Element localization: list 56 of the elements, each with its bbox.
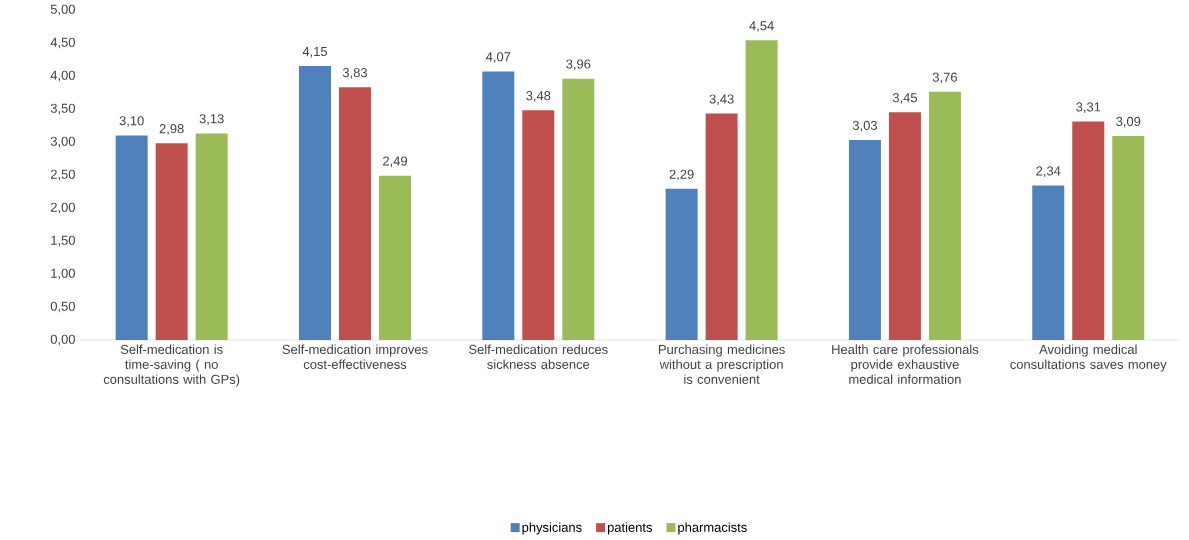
bar <box>298 66 331 340</box>
data-label: 3,76 <box>932 72 957 84</box>
y-tick-label: 1,00 <box>51 268 75 280</box>
data-label: 4,54 <box>749 21 774 32</box>
data-label: 3,83 <box>342 68 368 79</box>
data-label: 3,13 <box>199 114 224 125</box>
bar <box>1112 136 1145 340</box>
bar <box>888 112 921 340</box>
y-tick-label: 2,50 <box>50 169 75 181</box>
data-label: 3,10 <box>119 116 144 127</box>
data-label: 2,98 <box>159 124 184 135</box>
bar <box>482 71 515 340</box>
bar <box>155 143 188 340</box>
x-tick-label: Self-medication is time-saving ( no consultations with GPs) <box>103 344 240 387</box>
y-tick-label: 5,00 <box>50 4 75 16</box>
y-tick-label: 4,50 <box>50 37 75 49</box>
bar <box>848 140 881 340</box>
data-label: 2,49 <box>383 156 407 168</box>
bar <box>705 113 738 340</box>
x-tick-label: Purchasing medicines without a prescription is convenient <box>658 344 785 384</box>
y-tick-label: 1,50 <box>51 235 75 247</box>
data-label: 3,43 <box>709 94 734 106</box>
data-label: 3,48 <box>526 91 551 102</box>
y-tick-label: 3,50 <box>50 103 75 115</box>
bar <box>115 135 148 340</box>
legend-label: pharmacists <box>678 522 747 535</box>
data-label: 3,31 <box>1076 102 1101 114</box>
bar <box>928 91 961 340</box>
bar <box>195 133 228 340</box>
legend-label: patients <box>607 522 652 535</box>
x-tick-label: Self-medication improves cost-effectiveness <box>282 344 428 369</box>
bar <box>745 40 778 340</box>
y-tick-label: 3,00 <box>50 136 75 148</box>
x-tick-label: Health care professionals provide exhaustive medical information <box>832 344 979 384</box>
data-label: 3,45 <box>892 93 917 104</box>
data-label: 3,09 <box>1116 116 1141 128</box>
y-tick-label: 4,00 <box>50 70 75 82</box>
data-label: 3,03 <box>852 120 877 132</box>
bar <box>338 87 371 340</box>
bar <box>1072 121 1105 340</box>
bar <box>562 78 595 340</box>
bar <box>378 175 411 340</box>
data-label: 2,34 <box>1036 166 1061 178</box>
x-tick-label: Avoiding medical consultations saves money <box>1010 344 1167 372</box>
y-tick-label: 0,00 <box>50 334 75 346</box>
bar <box>665 188 698 340</box>
data-label: 4,07 <box>485 52 511 63</box>
y-tick-label: 2,00 <box>50 202 75 214</box>
bar <box>522 110 555 340</box>
data-label: 3,96 <box>566 59 591 71</box>
x-tick-label: Self-medication reduces sickness absence <box>469 344 608 369</box>
data-label: 4,15 <box>302 47 328 58</box>
legend-label: physicians <box>522 522 582 535</box>
bar <box>1032 185 1065 340</box>
y-tick-label: 0,50 <box>50 301 75 313</box>
data-label: 2,29 <box>669 169 694 181</box>
